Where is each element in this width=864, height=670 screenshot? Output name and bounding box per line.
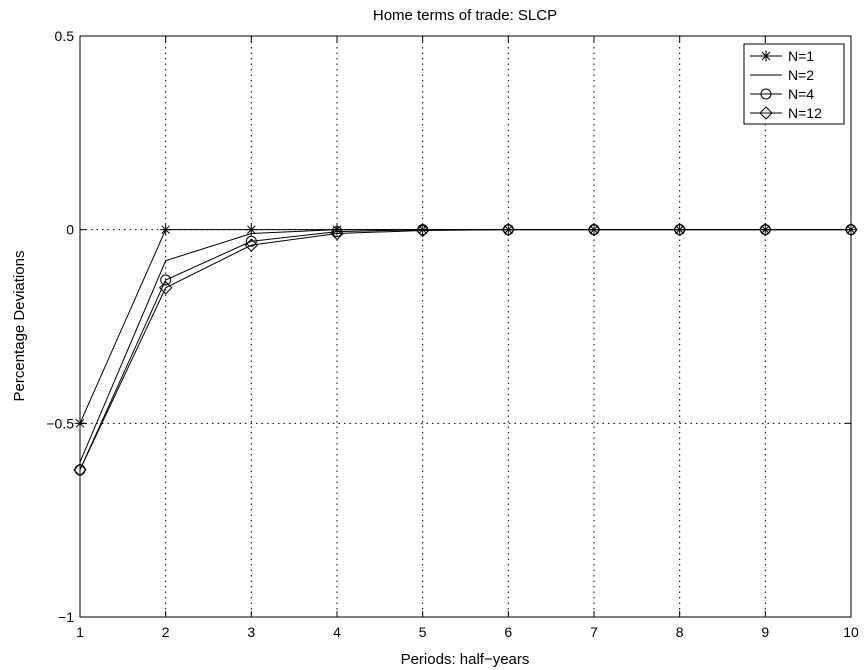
legend-item: N=2 (750, 67, 814, 83)
axes: 1 2 3 4 5 6 7 8 9 10 −1 −0.5 0 0.5 (46, 28, 859, 640)
data-point (160, 274, 172, 286)
x-tick-label: 5 (419, 624, 427, 640)
x-axis-label: Periods: half−years (401, 651, 530, 668)
legend-box (743, 43, 845, 125)
data-point (73, 463, 87, 477)
data-point (415, 223, 430, 238)
data-point (758, 222, 773, 237)
series-group (73, 222, 858, 477)
x-tick-label: 10 (843, 624, 859, 640)
data-point (672, 222, 687, 237)
data-point (501, 222, 516, 237)
legend-item: N=1 (750, 48, 814, 64)
legend-marker (759, 106, 773, 120)
y-axis-label: Percentage Deviations (11, 251, 28, 402)
x-tick-label: 1 (76, 624, 84, 640)
series-line (79, 229, 851, 424)
legend-item: N=12 (750, 105, 822, 121)
series-n-1 (74, 224, 857, 429)
data-point (158, 281, 173, 295)
data-point (160, 224, 172, 236)
y-tick-label: 0.5 (55, 28, 75, 44)
legend-label: N=4 (788, 86, 814, 102)
series-line (79, 229, 851, 463)
data-point (74, 417, 86, 429)
x-tick-label: 9 (761, 624, 769, 640)
data-point (244, 238, 259, 252)
grid-lines (80, 36, 851, 617)
y-tick-label: −0.5 (46, 415, 74, 431)
series-n-12 (73, 222, 858, 477)
y-tick-label: −1 (58, 609, 74, 625)
data-point (245, 235, 257, 247)
data-point (74, 464, 86, 476)
x-tick-label: 6 (504, 624, 512, 640)
data-point (330, 226, 344, 241)
series-line (79, 229, 851, 471)
data-point (587, 222, 601, 237)
legend-marker (760, 50, 772, 62)
legend-label: N=12 (788, 105, 822, 121)
plot-frame (79, 35, 852, 618)
series-n-4 (74, 224, 857, 476)
data-point (331, 226, 343, 238)
x-tick-label: 8 (676, 624, 684, 640)
x-tick-label: 7 (590, 624, 598, 640)
data-point (844, 222, 858, 237)
legend: N=1 N=2 N=4 N=12 (743, 43, 845, 125)
x-tick-label: 2 (162, 624, 170, 640)
chart-title: Home terms of trade: SLCP (373, 7, 557, 24)
x-tick-label: 3 (247, 624, 255, 640)
legend-marker (760, 88, 772, 100)
legend-label: N=1 (788, 48, 814, 64)
series-line (79, 229, 851, 471)
legend-label: N=2 (788, 67, 814, 83)
x-tick-label: 4 (333, 624, 341, 640)
series-n-2 (79, 229, 851, 463)
y-tick-label: 0 (66, 222, 74, 238)
legend-item: N=4 (750, 86, 814, 102)
